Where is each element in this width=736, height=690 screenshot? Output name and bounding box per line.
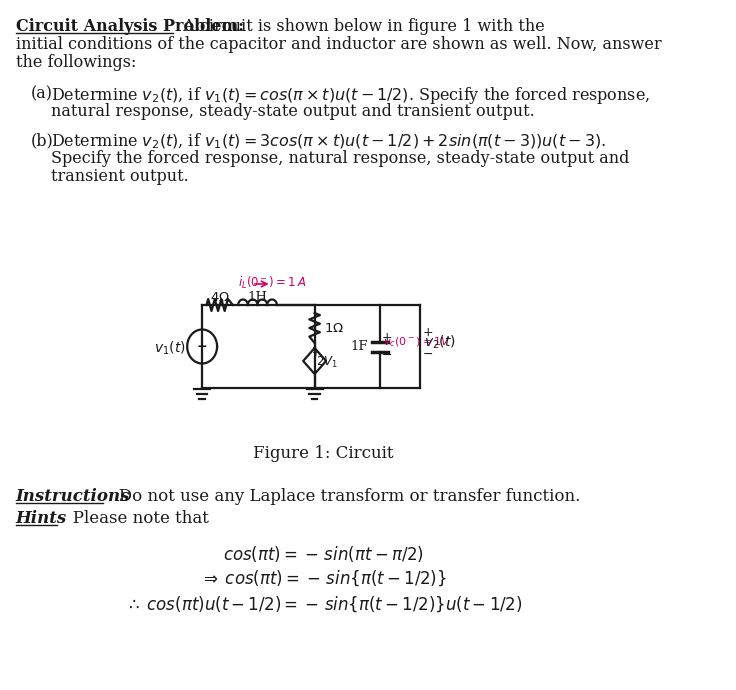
Text: (a): (a) xyxy=(31,85,53,102)
Text: transient output.: transient output. xyxy=(51,168,188,185)
Text: Do not use any Laplace transform or transfer function.: Do not use any Laplace transform or tran… xyxy=(103,488,580,505)
Text: (b): (b) xyxy=(31,132,54,149)
Text: 1F: 1F xyxy=(351,340,368,353)
Text: $4\Omega$: $4\Omega$ xyxy=(210,291,230,304)
Text: $v_1(t)$: $v_1(t)$ xyxy=(154,339,185,357)
Text: A circuit is shown below in figure 1 with the: A circuit is shown below in figure 1 wit… xyxy=(173,18,545,35)
Text: $2V_1$: $2V_1$ xyxy=(316,355,339,370)
Text: Please note that: Please note that xyxy=(57,510,209,527)
Text: $i_L(0^-)= 1\,A$: $i_L(0^-)= 1\,A$ xyxy=(238,275,307,291)
Text: initial conditions of the capacitor and inductor are shown as well. Now, answer: initial conditions of the capacitor and … xyxy=(15,36,662,53)
Text: +: + xyxy=(311,348,319,358)
Text: 1H: 1H xyxy=(247,291,267,304)
Text: Specify the forced response, natural response, steady-state output and: Specify the forced response, natural res… xyxy=(51,150,629,167)
Text: Hints: Hints xyxy=(15,510,67,527)
Text: $v_c(0^-)=1V$: $v_c(0^-)=1V$ xyxy=(383,336,451,349)
Text: $v_2(t)$: $v_2(t)$ xyxy=(424,334,456,351)
Text: Instructions: Instructions xyxy=(15,488,130,505)
Text: Determine $v_2(t)$, if $v_1(t) = cos(\pi\times t)u(t-1/2)$. Specify the forced r: Determine $v_2(t)$, if $v_1(t) = cos(\pi… xyxy=(51,85,650,106)
Text: $\Rightarrow\; cos(\pi t) = -\, sin \{\pi(t - 1/2)\}$: $\Rightarrow\; cos(\pi t) = -\, sin \{\p… xyxy=(200,568,447,587)
Text: the followings:: the followings: xyxy=(15,54,136,71)
Text: $\therefore\; cos(\pi t)u(t-1/2) = -\, sin \{\pi(t-1/2)\} u(t-1/2)$: $\therefore\; cos(\pi t)u(t-1/2) = -\, s… xyxy=(125,594,522,613)
Text: +: + xyxy=(422,326,434,339)
Text: $1\Omega$: $1\Omega$ xyxy=(325,322,344,335)
Text: Circuit Analysis Problem:: Circuit Analysis Problem: xyxy=(15,18,244,35)
Text: −: − xyxy=(422,348,434,361)
Text: Figure 1: Circuit: Figure 1: Circuit xyxy=(253,445,394,462)
Text: +: + xyxy=(381,331,392,344)
Text: −: − xyxy=(381,349,392,362)
Text: Determine $v_2(t)$, if $v_1(t) = 3cos(\pi \times t)u(t - 1/2) + 2sin(\pi(t - 3)): Determine $v_2(t)$, if $v_1(t) = 3cos(\p… xyxy=(51,132,606,151)
Text: +: + xyxy=(197,340,208,353)
Text: $cos(\pi t) = -\, sin(\pi t - \pi/2)$: $cos(\pi t) = -\, sin(\pi t - \pi/2)$ xyxy=(223,544,424,564)
Text: natural response, steady-state output and transient output.: natural response, steady-state output an… xyxy=(51,103,535,120)
